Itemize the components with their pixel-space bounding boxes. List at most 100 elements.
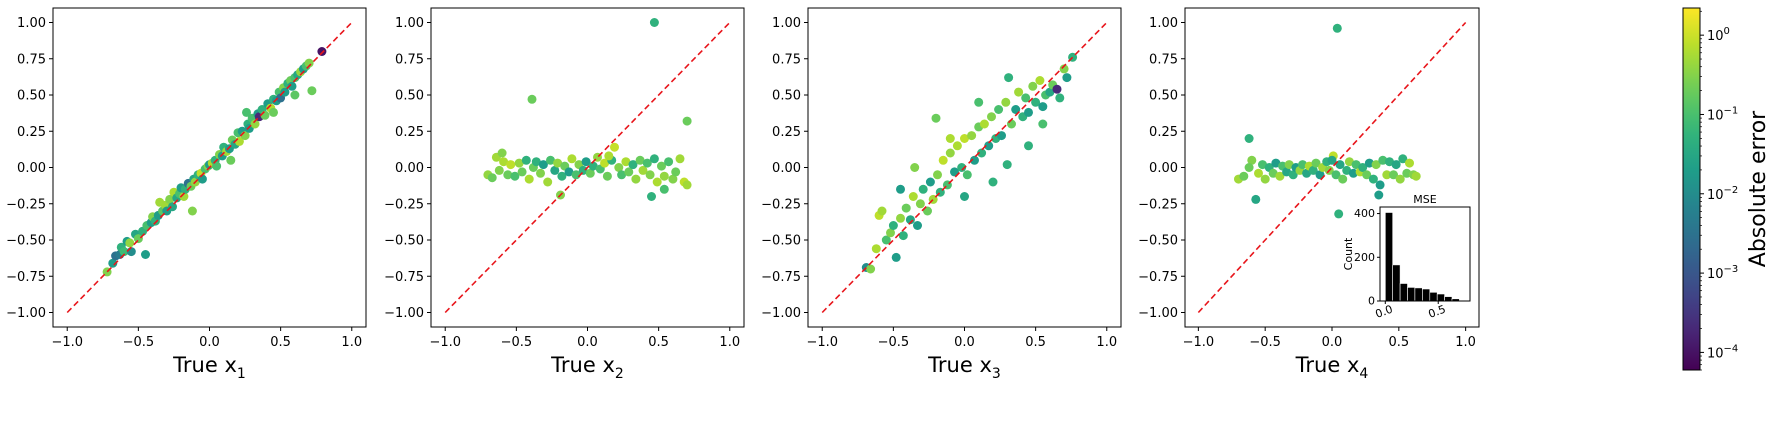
x-tick-label: 0.5 — [1025, 335, 1046, 350]
scatter-point — [610, 142, 619, 152]
y-tick-label: −0.50 — [384, 234, 424, 249]
scatter-panel-2: −1.0 −0.5 0.0 0.5 1.0 1.00 0.75 0.50 0.25 0.00 −0.… — [384, 7, 745, 382]
y-tick-label: 0.25 — [395, 125, 424, 140]
scatter-panel-1: −1.0 −0.5 0.0 0.5 1.0 1.00 0.75 0.50 0.25 0.00 −0.… — [6, 7, 367, 382]
y-tick-label: −1.00 — [1138, 306, 1178, 321]
scatter-point — [913, 221, 922, 230]
scatter-point — [668, 174, 678, 184]
scatter-point — [1402, 168, 1412, 178]
histogram-bar — [1385, 212, 1394, 302]
colorbar-tick-label: 10−1 — [1707, 105, 1738, 123]
identity-line — [66, 21, 353, 314]
y-tick-label: 0.50 — [395, 89, 424, 104]
scatter-point — [1024, 107, 1033, 117]
y-tick-label: 0.50 — [17, 89, 46, 104]
scatter-point — [871, 244, 881, 254]
scatter-point — [891, 252, 901, 262]
x-axis-label-text: True x — [927, 353, 992, 377]
y-tick-label: −1.00 — [6, 306, 46, 321]
x-axis-label-text: True x — [550, 353, 615, 377]
x-tick-label: 1.0 — [719, 335, 740, 350]
histogram-bar — [1444, 296, 1453, 302]
scatter-point — [521, 155, 531, 165]
scatter-point — [925, 177, 935, 187]
scatter-point — [1244, 163, 1254, 172]
y-tick-label: 0.75 — [772, 52, 801, 67]
x-tick-label: −1.0 — [51, 335, 83, 350]
x-axis-label: True x1 — [172, 353, 246, 382]
scatter-point — [571, 170, 581, 180]
scatter-point — [1004, 73, 1014, 83]
colorbar-tick-label: 10−3 — [1707, 264, 1738, 282]
scatter-point — [631, 174, 641, 184]
scatter-point — [290, 90, 300, 100]
scatter-panel-3: −1.0 −0.5 0.0 0.5 1.0 1.00 0.75 0.50 0.25 0.00 −0.… — [761, 7, 1122, 382]
inset-frame — [1379, 206, 1471, 302]
scatter-point — [967, 131, 977, 141]
scatter-point — [1038, 102, 1048, 112]
histogram-bar — [1392, 264, 1401, 302]
y-tick-label: 0.00 — [1149, 161, 1178, 176]
scatter-point — [1251, 194, 1261, 204]
scatter-point — [524, 174, 534, 184]
identity-line — [1197, 21, 1467, 314]
x-tick-label: 0.0 — [954, 335, 975, 350]
scatter-point — [1378, 155, 1388, 165]
x-tick-label: 0.5 — [270, 335, 291, 350]
histogram-bar — [1429, 291, 1438, 302]
scatter-point — [977, 148, 987, 158]
scatter-point — [931, 113, 941, 123]
scatter-point — [280, 87, 290, 97]
scatter-point — [896, 213, 905, 223]
scatter-point — [1247, 155, 1257, 165]
inset-x-tick-label: 0.0 — [1374, 303, 1395, 321]
scatter-point — [546, 155, 555, 165]
scatter-point — [881, 235, 891, 245]
scatter-point — [307, 86, 317, 96]
scatter-point — [1362, 170, 1372, 180]
inset-y-tick-label: 0 — [1368, 295, 1375, 308]
scatter-point — [908, 192, 918, 201]
scatter-point — [970, 155, 979, 165]
colorbar-tick-base: 10 — [1707, 188, 1724, 203]
scatter-point — [588, 161, 598, 171]
scatter-point — [682, 180, 692, 190]
scatter-point — [600, 158, 610, 168]
scatter-point — [1327, 155, 1337, 165]
x-axis-label-subscript: 4 — [1359, 366, 1368, 382]
x-tick-label: −0.5 — [878, 335, 910, 350]
y-tick-label: −0.75 — [1138, 270, 1178, 285]
scatter-point — [866, 264, 876, 274]
colorbar-tick-base: 10 — [1707, 267, 1724, 282]
y-tick-label: −1.00 — [761, 306, 801, 321]
scatter-point — [133, 234, 143, 244]
scatter-point — [910, 163, 920, 172]
scatter-point — [979, 119, 989, 129]
histogram-bar — [1436, 293, 1445, 302]
x-tick-label: −0.5 — [1249, 335, 1281, 350]
x-axis-label-text: True x — [172, 353, 237, 377]
scatter-point — [617, 170, 627, 180]
scatter-point — [1002, 160, 1012, 170]
scatter-point — [675, 154, 685, 164]
scatter-point — [1358, 163, 1368, 172]
scatter-point — [1311, 158, 1321, 168]
scatter-point — [506, 160, 516, 170]
scatter-point — [179, 192, 189, 201]
y-tick-label: 1.00 — [395, 16, 424, 31]
colorbar-label: Absolute error — [1746, 110, 1771, 267]
scatter-point — [886, 228, 895, 238]
scatter-point — [503, 170, 513, 180]
histogram-bar — [1414, 287, 1423, 302]
scatter-point — [1260, 174, 1270, 184]
scatter-point — [499, 157, 509, 167]
scatter-point — [1368, 174, 1378, 184]
scatter-point — [945, 148, 955, 158]
scatter-point — [585, 168, 595, 178]
colorbar-fill — [1683, 8, 1700, 370]
scatter-point — [657, 161, 666, 171]
scatter-point — [896, 184, 905, 194]
x-tick-label: 1.0 — [341, 335, 362, 350]
y-tick-label: −0.50 — [6, 234, 46, 249]
scatter-point — [168, 202, 177, 212]
